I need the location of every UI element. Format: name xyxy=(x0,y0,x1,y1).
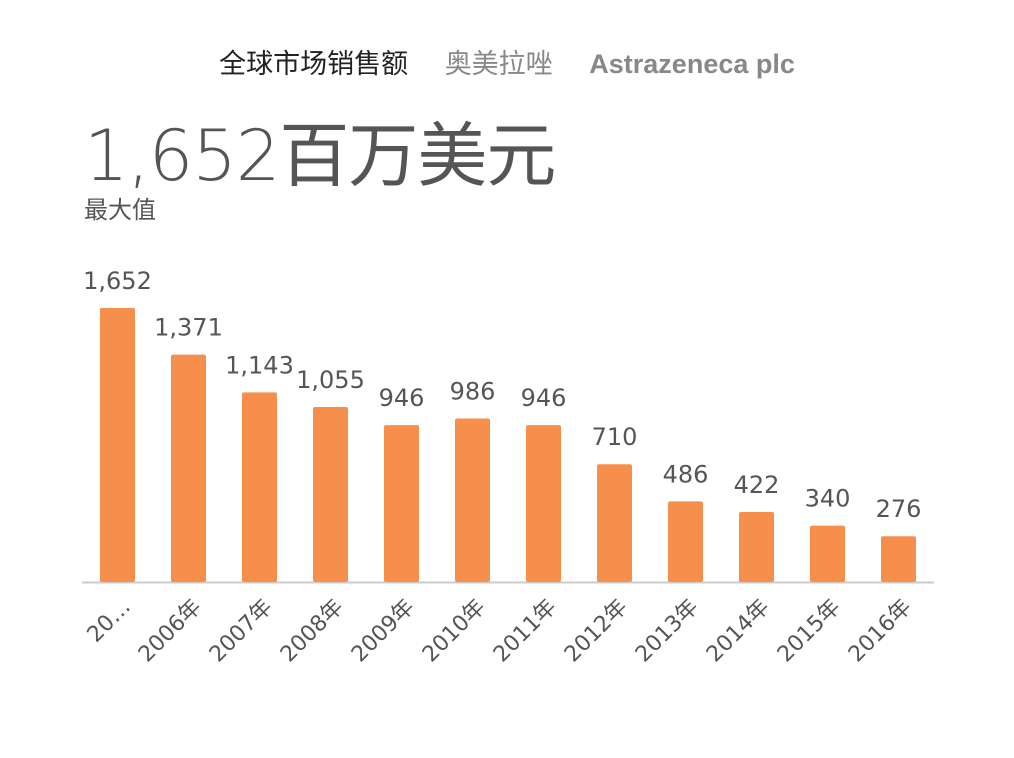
x-tick-label: 2010年 xyxy=(418,595,491,668)
x-tick-label: 2007年 xyxy=(205,595,278,668)
bar xyxy=(881,536,916,582)
bar-value-label: 1,371 xyxy=(154,314,223,342)
bar xyxy=(597,464,632,582)
company-name: Astrazeneca plc xyxy=(589,49,795,79)
max-value-label: 最大值 xyxy=(84,196,156,224)
bar xyxy=(100,308,135,582)
x-tick-label: 2016年 xyxy=(844,595,917,668)
x-tick-label: 20… xyxy=(83,595,136,648)
max-value: 1,652百万美元 xyxy=(84,115,556,197)
metric-title: 全球市场销售额 xyxy=(219,49,409,80)
chart-header: 全球市场销售额 奥美拉唑 Astrazeneca plc xyxy=(0,42,1014,81)
bar xyxy=(526,425,561,582)
bar xyxy=(313,407,348,582)
bar xyxy=(455,418,490,582)
bar-chart: 1,652 20… 1,371 2006年 1,143 2007年 1,055 2008年 94… xyxy=(82,267,934,668)
bar-value-label: 422 xyxy=(734,471,780,499)
bar xyxy=(739,512,774,582)
bar xyxy=(171,354,206,582)
bar-value-label: 986 xyxy=(450,377,496,405)
bar xyxy=(384,425,419,582)
bar-value-label: 946 xyxy=(379,384,425,412)
x-tick-label: 2009年 xyxy=(347,595,420,668)
bar-value-label: 1,055 xyxy=(296,366,365,394)
bar-value-label: 1,652 xyxy=(83,267,152,295)
bar-value-label: 276 xyxy=(876,495,922,523)
x-tick-label: 2013年 xyxy=(631,595,704,668)
x-tick-label: 2015年 xyxy=(773,595,846,668)
bar-value-label: 946 xyxy=(521,384,567,412)
bar-value-label: 486 xyxy=(663,460,709,488)
bar xyxy=(668,501,703,582)
bar xyxy=(810,525,845,582)
drug-name: 奥美拉唑 xyxy=(444,49,553,80)
bar-value-label: 340 xyxy=(805,485,851,513)
x-tick-label: 2006年 xyxy=(134,595,207,668)
x-tick-label: 2011年 xyxy=(489,595,562,668)
bar-value-label: 710 xyxy=(592,423,638,451)
bar xyxy=(242,392,277,582)
x-tick-label: 2014年 xyxy=(702,595,775,668)
bar-value-label: 1,143 xyxy=(225,351,294,379)
x-tick-label: 2008年 xyxy=(276,595,349,668)
x-tick-label: 2012年 xyxy=(560,595,633,668)
